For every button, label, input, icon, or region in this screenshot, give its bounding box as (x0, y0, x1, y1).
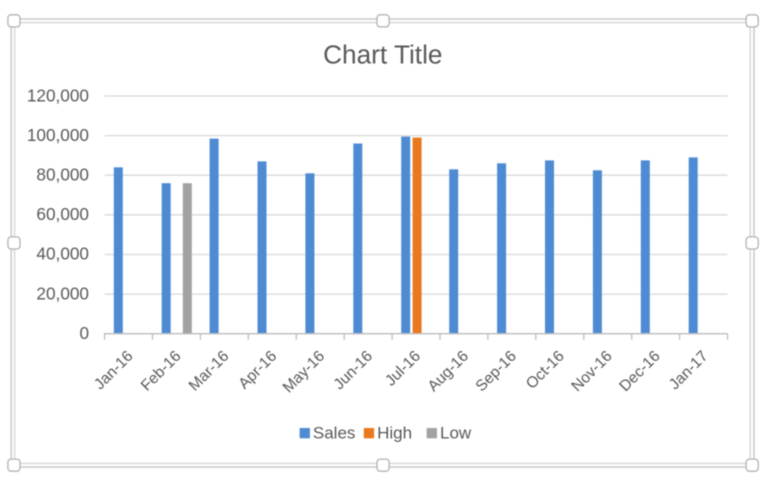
svg-text:0: 0 (79, 323, 89, 343)
svg-text:20,000: 20,000 (36, 283, 89, 303)
svg-text:100,000: 100,000 (27, 125, 89, 145)
svg-text:Low: Low (440, 423, 472, 442)
svg-text:80,000: 80,000 (36, 165, 89, 185)
svg-text:Sales: Sales (313, 423, 356, 442)
svg-text:40,000: 40,000 (36, 244, 89, 264)
svg-text:120,000: 120,000 (27, 85, 89, 105)
svg-text:Chart Title: Chart Title (323, 39, 442, 69)
svg-text:High: High (377, 423, 412, 442)
svg-text:60,000: 60,000 (36, 204, 89, 224)
